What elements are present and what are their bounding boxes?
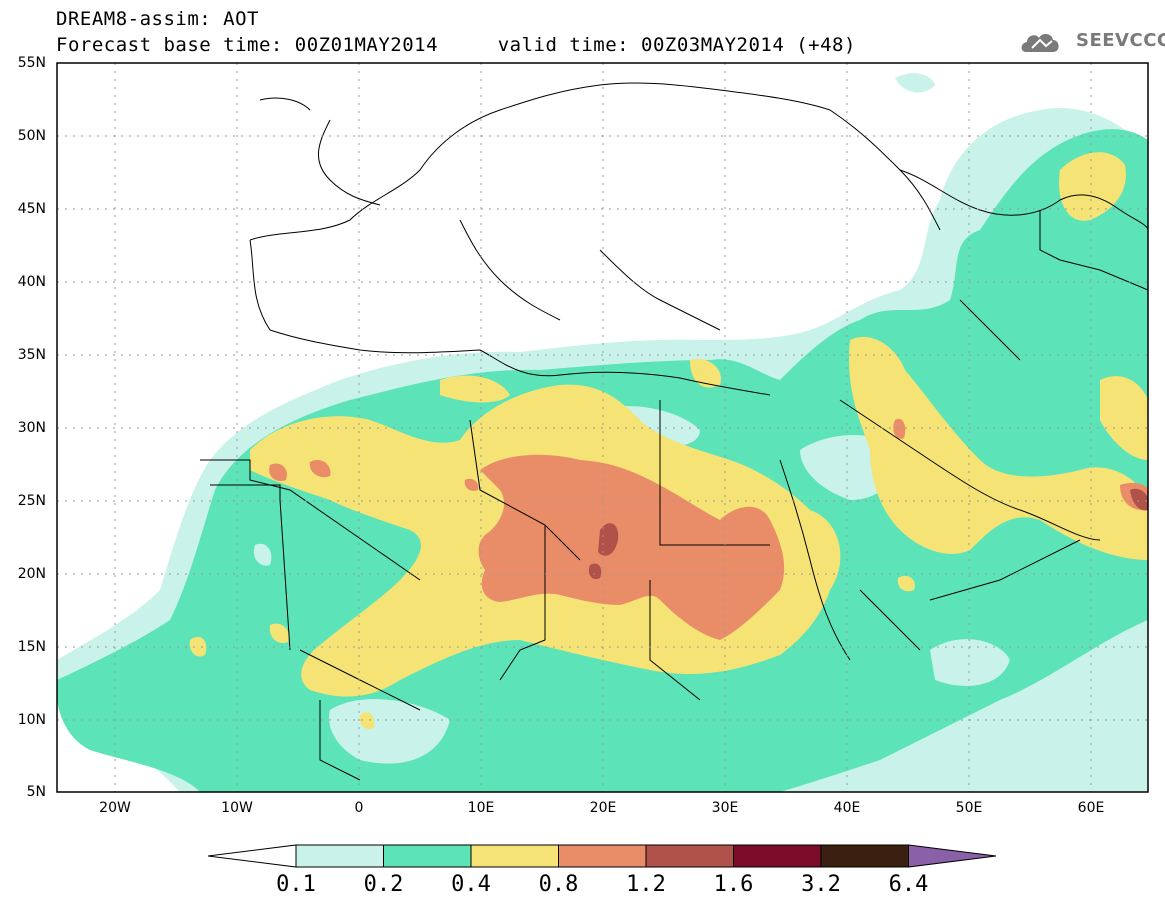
country-borders [200,82,1148,781]
lon-label: 20W [99,800,131,816]
colorbar-swatch-0.2 [383,844,472,868]
lat-label: 15N [17,639,46,655]
colorbar-over-arrow [908,844,997,868]
colorbar-label: 0.2 [363,872,404,897]
colorbar-label: 0.8 [538,872,579,897]
lon-label: 50E [955,800,983,816]
colorbar-label: 1.6 [713,872,754,897]
colorbar-swatch-1.6 [733,844,822,868]
lon-label: 10W [221,800,253,816]
lat-label: 40N [17,274,46,290]
colorbar [207,844,997,868]
lon-label: 60E [1077,800,1105,816]
lat-label: 30N [17,420,46,436]
map-frame [56,62,1149,793]
graticule [57,63,1148,792]
logo-text: SEEVCCC [1076,30,1165,51]
lat-label: 35N [17,347,46,363]
colorbar-label: 1.2 [626,872,666,897]
cloud-icon [1021,34,1059,52]
lat-label: 45N [17,201,46,217]
colorbar-label: 3.2 [801,872,841,897]
colorbar-label: 6.4 [888,872,929,897]
lat-label: 10N [17,712,46,728]
colorbar-swatch-0.1 [295,844,384,868]
lat-label: 5N [26,784,46,800]
colorbar-swatch-3.2 [820,844,909,868]
aot-fields [57,63,1148,792]
colorbar-label: 0.4 [451,872,491,897]
lon-label: 30E [711,800,739,816]
colorbar-under-arrow [207,844,297,868]
colorbar-swatch-1.2 [645,844,734,868]
colorbar-swatch-0.8 [558,844,647,868]
lon-label: 40E [833,800,861,816]
lat-label: 25N [17,493,46,509]
lat-label: 20N [17,566,46,582]
lon-label: 0 [354,800,364,816]
colorbar-swatch-0.4 [470,844,559,868]
lat-label: 50N [17,128,46,144]
lat-label: 55N [17,55,46,71]
forecast-time-subtitle: Forecast base time: 00Z01MAY2014 valid t… [56,34,856,56]
map-title: DREAM8-assim: AOT [56,8,259,30]
lon-label: 10E [467,800,495,816]
colorbar-label: 0.1 [276,872,316,897]
lon-label: 20E [589,800,617,816]
